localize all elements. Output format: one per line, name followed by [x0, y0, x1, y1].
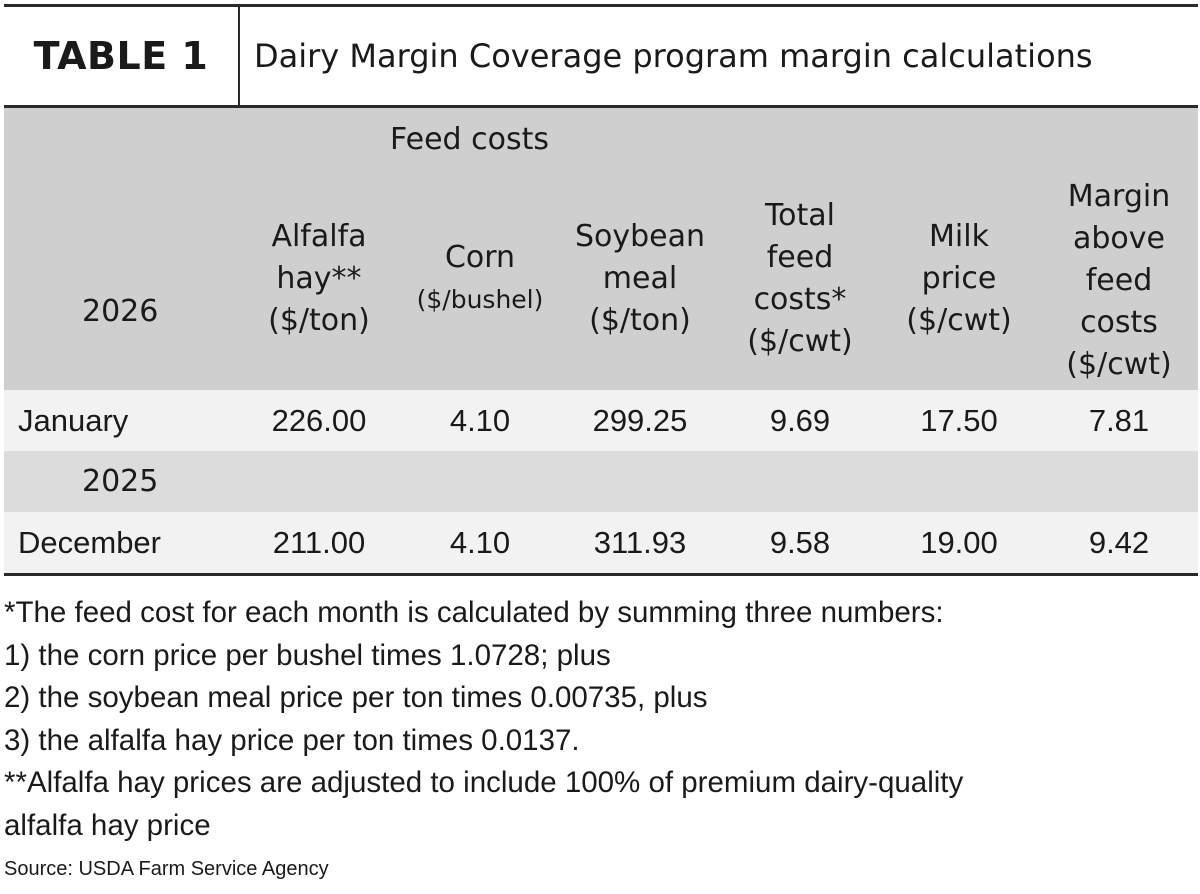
- table-row: December 211.00 4.10 311.93 9.58 19.00 9…: [4, 512, 1198, 576]
- corn-value: 4.10: [449, 524, 511, 560]
- table-title-bar: TABLE 1 Dairy Margin Coverage program ma…: [4, 4, 1198, 108]
- footnote-line: 2) the soybean meal price per ton times …: [4, 681, 708, 714]
- footnotes: *The feed cost for each month is calcula…: [4, 592, 1194, 847]
- column-header-total-feed-costs: Total feed costs* ($/cwt): [747, 198, 853, 359]
- column-header-corn: Corn ($/bushel): [416, 240, 544, 314]
- corn-value: 4.10: [449, 402, 511, 438]
- row-month: January: [18, 402, 129, 438]
- footnote-line: alfalfa hay price: [4, 808, 211, 842]
- table-header: Feed costs 2026 Alfalfa hay** ($/ton) Co…: [4, 108, 1198, 390]
- source-credit: Source: USDA Farm Service Agency: [4, 858, 329, 880]
- column-header-milk-price: Milk price ($/cwt): [906, 219, 1012, 338]
- total-feed-costs-value: 9.69: [769, 402, 831, 438]
- alfalfa-value: 226.00: [271, 402, 367, 438]
- footnote-line: 1) the corn price per bushel times 1.072…: [4, 638, 611, 672]
- year-row: 2025: [4, 451, 1198, 512]
- soybean-meal-value: 299.25: [592, 402, 688, 438]
- soybean-meal-value: 311.93: [593, 524, 687, 560]
- milk-price-value: 17.50: [920, 402, 998, 438]
- alfalfa-value: 211.00: [272, 524, 366, 560]
- margin-value: 9.42: [1088, 524, 1150, 560]
- footnote-line: 3) the alfalfa hay price per ton times 0…: [4, 723, 580, 757]
- margin-value: 7.81: [1088, 402, 1150, 438]
- table-title: Dairy Margin Coverage program margin cal…: [254, 37, 1093, 75]
- header-year: 2026: [82, 294, 159, 329]
- feed-costs-group-label: Feed costs: [390, 122, 549, 157]
- milk-price-value: 19.00: [920, 524, 998, 560]
- footnote-line: **Alfalfa hay prices are adjusted to inc…: [4, 766, 964, 799]
- footnote-line: *The feed cost for each month is calcula…: [4, 596, 944, 629]
- table-number: TABLE 1: [4, 7, 240, 105]
- column-header-alfalfa: Alfalfa hay** ($/ton): [268, 219, 370, 338]
- margin-table: Feed costs 2026 Alfalfa hay** ($/ton) Co…: [4, 108, 1198, 576]
- column-header-soybean-meal: Soybean meal ($/ton): [574, 219, 706, 338]
- table-row: January 226.00 4.10 299.25 9.69 17.50 7.…: [4, 390, 1198, 451]
- row-month: December: [18, 524, 161, 560]
- total-feed-costs-value: 9.58: [769, 524, 831, 560]
- column-header-margin: Margin above feed costs ($/cwt): [1066, 179, 1172, 382]
- year-label: 2025: [82, 464, 159, 499]
